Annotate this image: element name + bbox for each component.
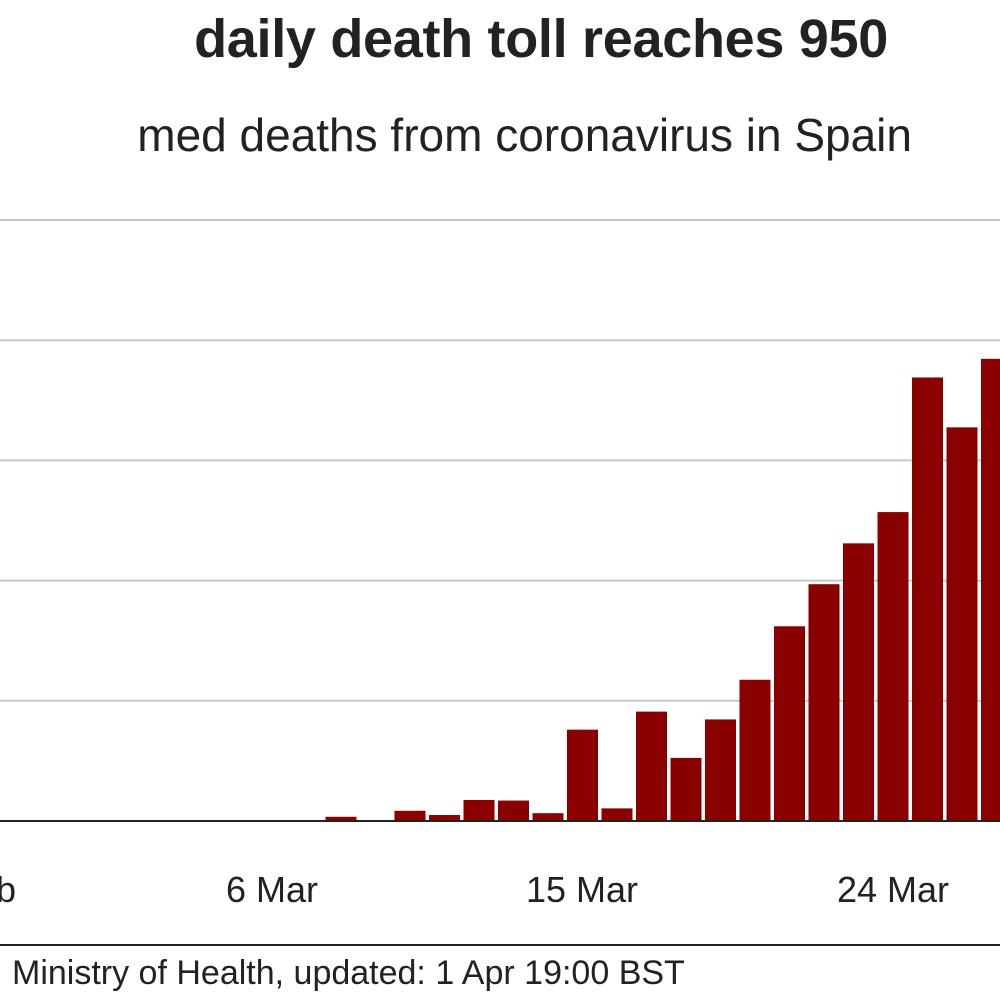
x-tick-label: 24 Mar: [837, 869, 949, 910]
x-tick-label: 6 Mar: [226, 869, 318, 910]
footer-divider: [0, 944, 1000, 946]
bar-24-mar: [877, 512, 909, 821]
bar-15-mar: [567, 729, 598, 821]
bar-26-mar: [946, 427, 978, 821]
bar-19-mar: [705, 719, 736, 821]
source-note: Ministry of Health, updated: 1 Apr 19:00…: [12, 954, 685, 992]
bar-18-mar: [670, 757, 702, 821]
bar-21-mar: [774, 626, 805, 821]
bar-8-mar: [325, 816, 357, 821]
x-tick-label: b: [0, 869, 16, 910]
bar-11-mar: [429, 814, 460, 821]
bar-23-mar: [843, 543, 874, 821]
chart-title: daily death toll reaches 950: [194, 9, 888, 69]
chart-subtitle: med deaths from coronavirus in Spain: [137, 109, 912, 161]
bar-27-mar: [981, 358, 1000, 821]
bar-12-mar: [463, 799, 495, 821]
bar-20-mar: [739, 679, 771, 821]
bar-10-mar: [394, 810, 426, 821]
bar-17-mar: [636, 711, 667, 821]
bar-25-mar: [912, 377, 943, 821]
bar-13-mar: [498, 800, 529, 821]
x-tick-label: 15 Mar: [526, 869, 638, 910]
bar-16-mar: [601, 808, 633, 821]
bar-22-mar: [808, 584, 840, 821]
bar-14-mar: [532, 813, 564, 821]
